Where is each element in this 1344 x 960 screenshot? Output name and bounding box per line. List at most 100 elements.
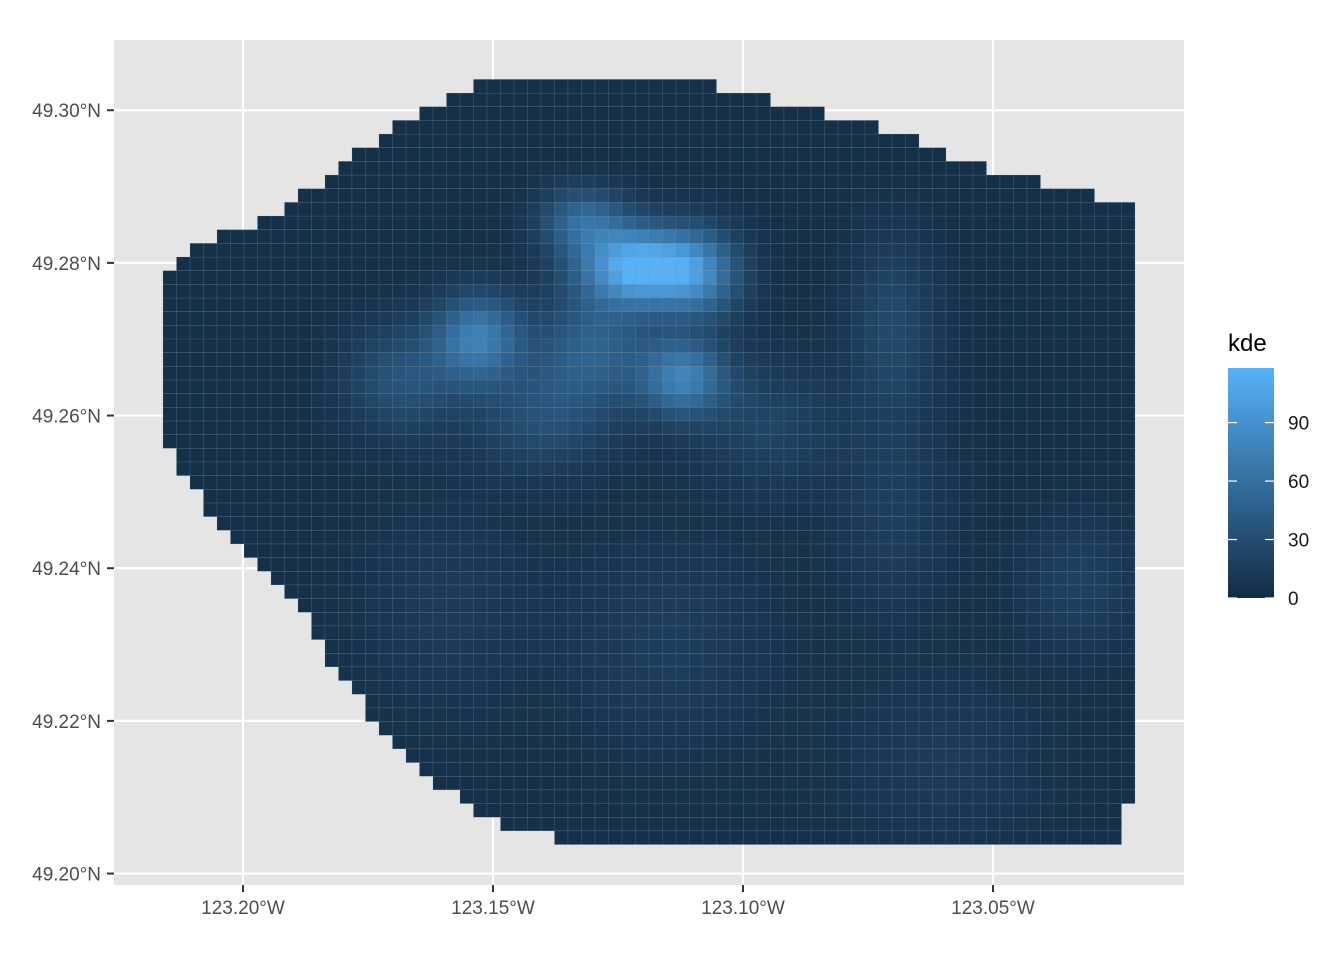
kde-tile bbox=[540, 653, 555, 668]
kde-tile bbox=[905, 379, 920, 394]
kde-tile bbox=[756, 147, 771, 162]
kde-tile bbox=[945, 653, 960, 668]
kde-tile bbox=[621, 748, 636, 763]
kde-tile bbox=[1053, 625, 1068, 640]
kde-tile bbox=[1067, 666, 1082, 681]
kde-tile bbox=[324, 284, 339, 299]
kde-tile bbox=[432, 352, 447, 367]
kde-tile bbox=[986, 215, 1001, 230]
kde-tile bbox=[945, 407, 960, 422]
kde-tile bbox=[257, 489, 272, 504]
kde-tile bbox=[945, 830, 960, 845]
kde-tile bbox=[851, 571, 866, 586]
kde-tile bbox=[986, 420, 1001, 435]
kde-tile bbox=[729, 133, 744, 148]
kde-tile bbox=[1026, 502, 1041, 517]
kde-tile bbox=[1067, 557, 1082, 572]
kde-tile bbox=[999, 612, 1014, 627]
kde-tile bbox=[365, 584, 380, 599]
kde-tile bbox=[716, 735, 731, 750]
kde-tile bbox=[446, 584, 461, 599]
kde-tile bbox=[581, 489, 596, 504]
legend-colorbar bbox=[1228, 368, 1274, 598]
kde-tile bbox=[1067, 762, 1082, 777]
kde-tile bbox=[500, 270, 515, 285]
kde-tile bbox=[189, 270, 204, 285]
kde-tile bbox=[918, 735, 933, 750]
kde-tile bbox=[419, 202, 434, 217]
kde-tile bbox=[365, 434, 380, 449]
kde-tile bbox=[851, 133, 866, 148]
kde-tile bbox=[635, 106, 650, 121]
kde-tile bbox=[783, 735, 798, 750]
kde-tile bbox=[675, 707, 690, 722]
kde-tile bbox=[432, 188, 447, 203]
kde-tile bbox=[972, 707, 987, 722]
kde-tile bbox=[648, 680, 663, 695]
kde-tile bbox=[419, 215, 434, 230]
kde-tile bbox=[756, 803, 771, 818]
kde-tile bbox=[257, 379, 272, 394]
kde-tile bbox=[675, 584, 690, 599]
kde-tile bbox=[905, 625, 920, 640]
kde-tile bbox=[486, 612, 501, 627]
kde-tile bbox=[405, 434, 420, 449]
kde-tile bbox=[351, 174, 366, 189]
kde-tile bbox=[1026, 256, 1041, 271]
kde-tile bbox=[824, 557, 839, 572]
kde-tile bbox=[878, 748, 893, 763]
kde-tile bbox=[878, 571, 893, 586]
kde-tile bbox=[405, 407, 420, 422]
kde-tile bbox=[837, 461, 852, 476]
kde-tile bbox=[729, 325, 744, 340]
kde-tile bbox=[918, 639, 933, 654]
kde-tile bbox=[540, 379, 555, 394]
kde-tile bbox=[959, 256, 974, 271]
kde-tile bbox=[621, 434, 636, 449]
kde-tile bbox=[837, 557, 852, 572]
kde-tile bbox=[1067, 502, 1082, 517]
kde-tile bbox=[1026, 694, 1041, 709]
kde-tile bbox=[432, 680, 447, 695]
kde-tile bbox=[1026, 653, 1041, 668]
kde-tile bbox=[756, 297, 771, 312]
kde-tile bbox=[270, 407, 285, 422]
kde-tile bbox=[459, 543, 474, 558]
kde-tile bbox=[500, 420, 515, 435]
kde-tile bbox=[567, 420, 582, 435]
kde-tile bbox=[972, 407, 987, 422]
kde-tile bbox=[473, 338, 488, 353]
kde-tile bbox=[297, 256, 312, 271]
kde-tile bbox=[810, 584, 825, 599]
kde-tile bbox=[473, 407, 488, 422]
kde-tile bbox=[1080, 612, 1095, 627]
kde-tile bbox=[824, 161, 839, 176]
kde-tile bbox=[1094, 270, 1109, 285]
kde-tile bbox=[797, 748, 812, 763]
kde-tile bbox=[540, 188, 555, 203]
kde-tile bbox=[972, 434, 987, 449]
kde-tile bbox=[581, 762, 596, 777]
kde-tile bbox=[459, 215, 474, 230]
kde-tile bbox=[662, 79, 677, 94]
kde-tile bbox=[297, 202, 312, 217]
kde-tile bbox=[716, 694, 731, 709]
kde-tile bbox=[378, 188, 393, 203]
kde-tile bbox=[378, 311, 393, 326]
kde-tile bbox=[581, 338, 596, 353]
kde-tile bbox=[635, 639, 650, 654]
kde-tile bbox=[594, 174, 609, 189]
kde-tile bbox=[459, 735, 474, 750]
kde-tiles bbox=[162, 79, 1136, 845]
kde-tile bbox=[1067, 297, 1082, 312]
kde-tile bbox=[405, 284, 420, 299]
kde-tile bbox=[608, 707, 623, 722]
kde-tile bbox=[324, 338, 339, 353]
kde-tile bbox=[1080, 748, 1095, 763]
kde-tile bbox=[756, 174, 771, 189]
kde-tile bbox=[1121, 311, 1136, 326]
kde-tile bbox=[257, 256, 272, 271]
kde-tile bbox=[932, 188, 947, 203]
kde-tile bbox=[1094, 625, 1109, 640]
kde-tile bbox=[702, 721, 717, 736]
